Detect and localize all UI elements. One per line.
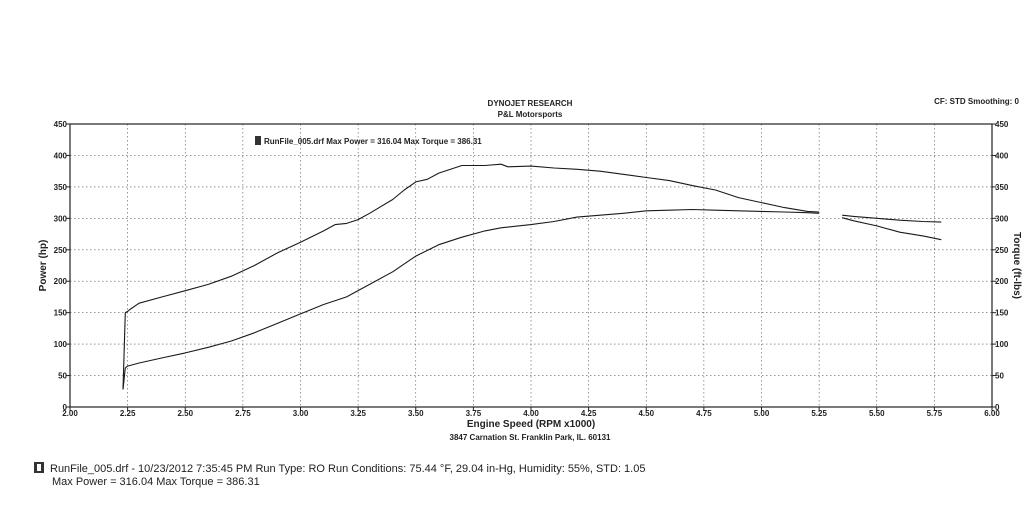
chart-subtitle: P&L Motorsports bbox=[497, 110, 563, 119]
y2-tick-label: 0 bbox=[995, 403, 1000, 412]
x-tick-label: 5.50 bbox=[869, 409, 885, 418]
x-tick-label: 2.50 bbox=[177, 409, 193, 418]
y2-tick-label: 50 bbox=[995, 372, 1004, 381]
y-tick-label: 300 bbox=[54, 214, 68, 223]
x-axis-label: Engine Speed (RPM x1000) bbox=[467, 419, 595, 430]
dyno-chart: 2.00 2.25 2.50 2.75 3.00 3.25 3.50 3.75 4.00 4.25… bbox=[38, 120, 1022, 430]
y2-tick-label: 350 bbox=[995, 183, 1009, 192]
run-info-line-1: RunFile_005.drf - 10/23/2012 7:35:45 PM … bbox=[34, 462, 645, 476]
x-tick-label: 3.50 bbox=[408, 409, 424, 418]
x-tick-label: 5.00 bbox=[754, 409, 770, 418]
y2-tick-label: 250 bbox=[995, 246, 1009, 255]
power-curve-extension bbox=[842, 214, 942, 223]
y-tick-label: 50 bbox=[58, 372, 67, 381]
y-tick-label: 0 bbox=[63, 403, 68, 412]
x-tick-label: 3.75 bbox=[466, 409, 482, 418]
x-tick-label: 4.75 bbox=[696, 409, 712, 418]
y2-tick-label: 100 bbox=[995, 340, 1009, 349]
run-info-footer: RunFile_005.drf - 10/23/2012 7:35:45 PM … bbox=[34, 462, 645, 489]
torque-curve-extension bbox=[842, 217, 942, 241]
x-tick-label: 4.50 bbox=[638, 409, 654, 418]
x-tick-label: 2.00 bbox=[62, 409, 78, 418]
torque-curve bbox=[122, 163, 820, 390]
y2-tick-label: 200 bbox=[995, 277, 1009, 286]
x-tick-label: 2.75 bbox=[235, 409, 251, 418]
y-tick-label: 400 bbox=[54, 151, 68, 160]
run-info-text: RunFile_005.drf - 10/23/2012 7:35:45 PM … bbox=[50, 463, 646, 475]
y2-axis-label: Torque (ft-lbs) bbox=[1011, 232, 1022, 299]
y-tick-label: 200 bbox=[54, 277, 68, 286]
legend-text: RunFile_005.drf Max Power = 316.04 Max T… bbox=[264, 137, 482, 146]
y-tick-label: 100 bbox=[54, 340, 68, 349]
x-tick-label: 5.75 bbox=[927, 409, 943, 418]
series-lines bbox=[122, 163, 942, 390]
legend: RunFile_005.drf Max Power = 316.04 Max T… bbox=[255, 136, 482, 146]
axis-ticks: 2.00 2.25 2.50 2.75 3.00 3.25 3.50 3.75 4.00 4.25… bbox=[54, 120, 1009, 418]
y2-tick-label: 300 bbox=[995, 214, 1009, 223]
x-tick-label: 4.00 bbox=[523, 409, 539, 418]
y-tick-label: 450 bbox=[54, 120, 68, 129]
x-tick-label: 4.25 bbox=[581, 409, 597, 418]
power-curve bbox=[122, 208, 820, 390]
legend-file-icon bbox=[255, 136, 261, 145]
x-tick-label: 3.00 bbox=[293, 409, 309, 418]
x-tick-label: 2.25 bbox=[120, 409, 136, 418]
cf-smoothing-label: CF: STD Smoothing: 0 bbox=[934, 97, 1019, 106]
y-axis-label: Power (hp) bbox=[38, 240, 49, 292]
shop-address: 3847 Carnation St. Franklin Park, IL. 60… bbox=[449, 433, 611, 442]
y2-tick-label: 150 bbox=[995, 309, 1009, 318]
file-icon bbox=[34, 462, 44, 473]
chart-grid bbox=[70, 124, 992, 407]
y2-tick-label: 400 bbox=[995, 151, 1009, 160]
chart-title: DYNOJET RESEARCH bbox=[487, 99, 573, 108]
max-values-line: Max Power = 316.04 Max Torque = 386.31 bbox=[52, 476, 260, 488]
x-tick-label: 5.25 bbox=[811, 409, 827, 418]
y2-tick-label: 450 bbox=[995, 120, 1009, 129]
x-tick-label: 6.00 bbox=[984, 409, 1000, 418]
x-tick-label: 3.25 bbox=[350, 409, 366, 418]
y-tick-label: 250 bbox=[54, 246, 68, 255]
y-tick-label: 350 bbox=[54, 183, 68, 192]
y-tick-label: 150 bbox=[54, 309, 68, 318]
